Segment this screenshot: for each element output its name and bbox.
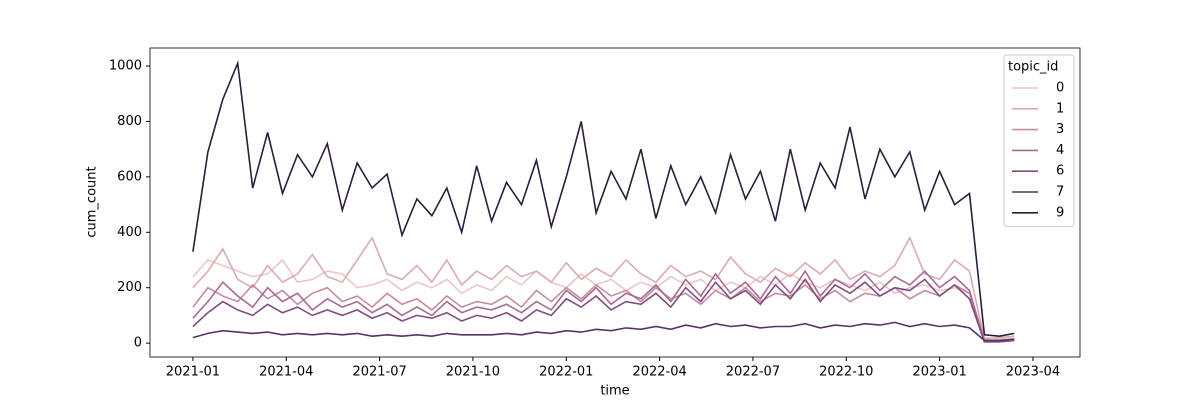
legend-label: 0: [1056, 81, 1064, 96]
y-tick-label: 0: [134, 336, 142, 351]
x-tick-label: 2022-10: [819, 365, 873, 380]
y-tick-label: 600: [117, 169, 142, 184]
x-tick-label: 2022-07: [726, 365, 780, 380]
series-line: [192, 278, 1015, 343]
series-line: [192, 321, 1015, 342]
series-line: [192, 269, 1015, 343]
series-line: [192, 235, 1015, 340]
x-tick-label: 2022-04: [632, 365, 686, 380]
y-tick-label: 400: [117, 225, 142, 240]
y-tick-label: 1000: [109, 59, 142, 74]
legend-label: 1: [1056, 101, 1064, 116]
x-tick-label: 2021-07: [352, 365, 406, 380]
plot-frame: [149, 47, 1081, 358]
y-tick-label: 800: [117, 114, 142, 129]
legend-title: topic_id: [1008, 60, 1058, 75]
legend-box: [1003, 54, 1075, 228]
x-tick-label: 2023-04: [1006, 365, 1060, 380]
x-tick-label: 2021-01: [166, 365, 220, 380]
legend-label: 9: [1056, 205, 1064, 220]
x-tick-label: 2021-04: [259, 365, 313, 380]
x-tick-label: 2023-01: [912, 365, 966, 380]
series-line: [192, 283, 1015, 342]
legend-label: 3: [1056, 122, 1064, 137]
legend-label: 4: [1056, 143, 1064, 158]
legend: topic_id 0 1 3 4 6 7 9: [1003, 54, 1075, 228]
series-line: [192, 258, 1015, 340]
x-tick-label: 2021-10: [446, 365, 500, 380]
series-line: [192, 60, 1015, 338]
y-axis-label: cum_count: [85, 166, 100, 237]
x-tick-label: 2022-01: [539, 365, 593, 380]
legend-label: 7: [1056, 185, 1064, 200]
x-axis-label: time: [600, 384, 629, 399]
y-tick-label: 200: [117, 280, 142, 295]
legend-label: 6: [1056, 164, 1064, 179]
